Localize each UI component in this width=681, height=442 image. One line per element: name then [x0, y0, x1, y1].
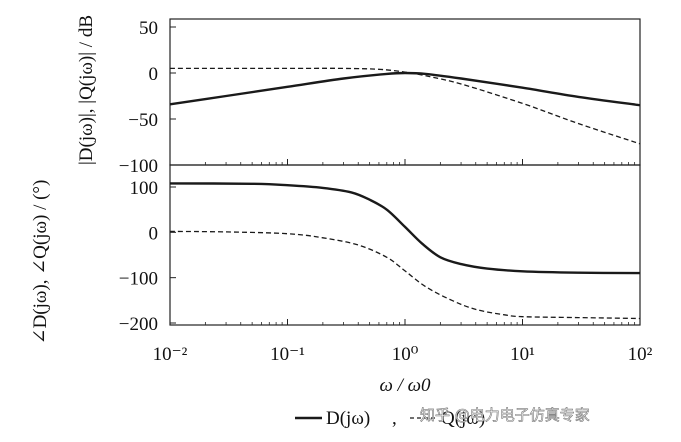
x-tick-label: 10⁻² — [153, 344, 188, 365]
y-tick-label: 50 — [139, 18, 158, 39]
legend-label-q: Q(jω) — [441, 408, 485, 429]
phase-plot-frame — [169, 164, 641, 326]
y-tick-label: 0 — [149, 64, 159, 85]
phase-ylabel: ∠D(jω), ∠Q(jω) / (°) — [30, 180, 51, 345]
x-axis-label: ω / ω0 — [379, 375, 431, 396]
y-tick-label: 100 — [130, 178, 159, 199]
magnitude-series-d — [169, 71, 641, 107]
y-tick-label: −100 — [119, 156, 158, 177]
y-tick-label: −200 — [119, 314, 158, 335]
magnitude-series-q — [170, 67, 641, 145]
x-tick-label: 10¹ — [510, 344, 535, 365]
legend: D(jω) , Q(jω) — [295, 408, 485, 429]
x-tick-label: 10² — [628, 344, 653, 365]
legend-separator: , — [392, 408, 397, 429]
y-tick-label: −50 — [128, 110, 158, 131]
y-tick-label: −100 — [119, 269, 158, 290]
phase-series-d — [169, 182, 641, 275]
y-tick-label: 0 — [149, 223, 159, 244]
x-tick-label: 10⁰ — [392, 344, 419, 365]
magnitude-plot-frame — [169, 18, 641, 166]
legend-label-d: D(jω) — [326, 408, 370, 429]
phase-series-q — [169, 230, 641, 320]
watermark: 知乎 @电力电子仿真专家 — [420, 406, 590, 424]
x-tick-label: 10⁻¹ — [270, 344, 305, 365]
magnitude-ylabel: |D(jω)|, |Q(jω)| / dB — [76, 15, 97, 165]
